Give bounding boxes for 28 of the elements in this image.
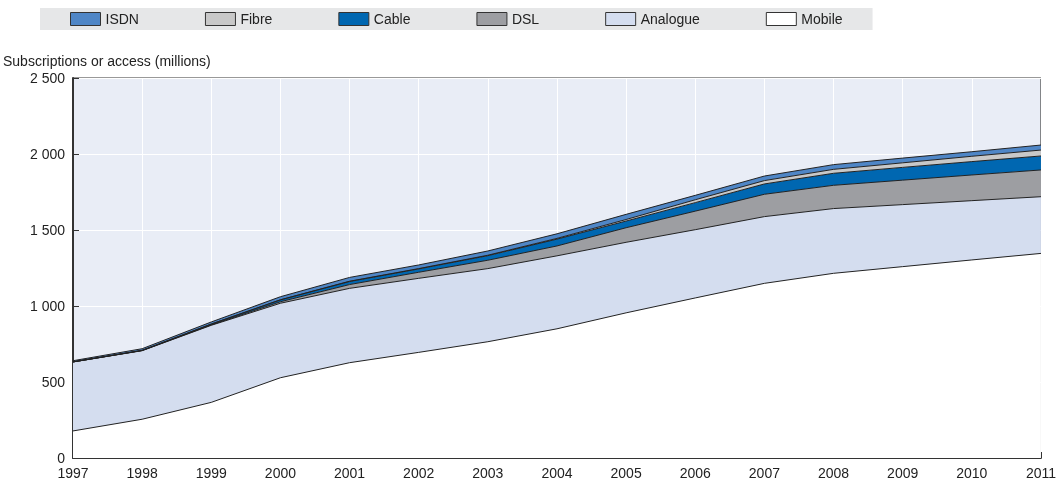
x-tick-label: 2005 [610,465,642,481]
y-tick-label: 2 500 [29,70,66,86]
legend-label: DSL [511,11,540,27]
x-tick-label: 2003 [472,465,504,481]
x-tick-label: 1999 [195,465,228,481]
y-tick-label: 500 [41,374,66,390]
legend-label: Mobile [801,11,843,27]
x-tick-label: 2000 [264,465,297,481]
legend-label: ISDN [105,11,139,27]
y-tick-label: 1 000 [29,298,66,314]
x-tick-label: 2010 [956,465,988,481]
x-tick-label: 2011 [1025,465,1057,481]
y-tick-label: 1 500 [29,222,66,238]
y-tick-label: 2 000 [29,146,66,162]
y-tick-label: 0 [57,450,66,466]
x-tick-label: 2009 [887,465,919,481]
x-tick-label: 1997 [57,465,89,481]
x-tick-label: 1998 [126,465,158,481]
y-axis-title: Subscriptions or access (millions) [3,53,211,69]
x-tick-label: 2007 [748,465,781,481]
legend-label: Analogue [640,11,701,27]
x-tick-label: 2006 [679,465,712,481]
x-tick-label: 2004 [541,465,573,481]
legend-label: Fibre [240,11,273,27]
x-tick-label: 2001 [333,465,366,481]
legend-label: Cable [373,11,411,27]
x-tick-label: 2002 [403,465,435,481]
x-tick-label: 2008 [817,465,850,481]
